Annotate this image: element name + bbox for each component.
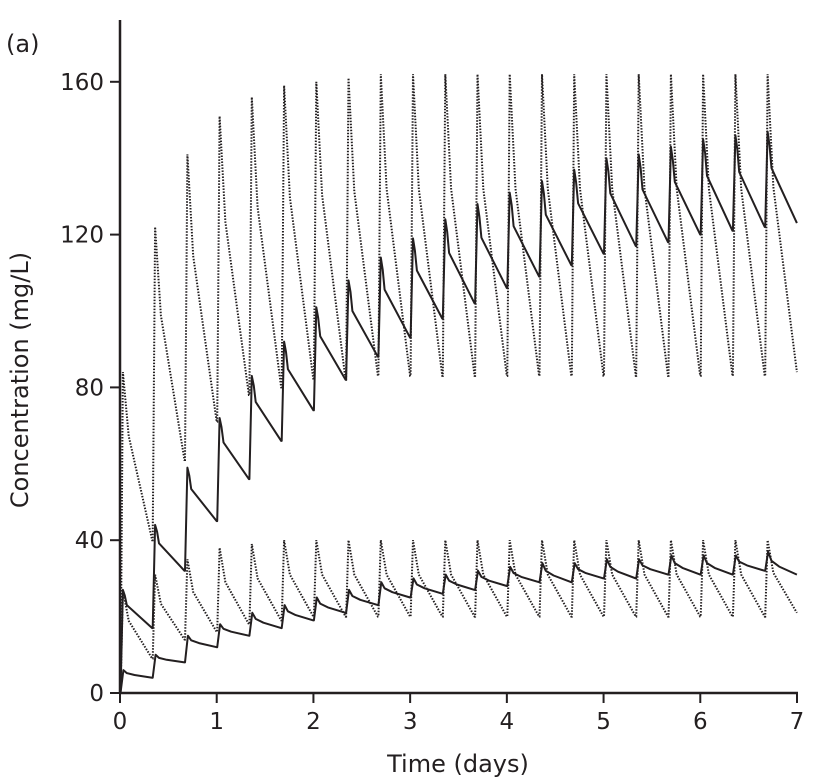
series-upper-solid	[119, 130, 798, 694]
series-layer	[119, 74, 798, 694]
x-tick-label: 4	[500, 709, 515, 735]
series-upper-dotted	[119, 74, 798, 694]
x-tick-label: 6	[693, 709, 708, 735]
panel-label: (a)	[6, 30, 39, 58]
y-tick-label: 80	[75, 375, 104, 401]
x-tick-label: 3	[403, 709, 418, 735]
x-tick-label: 7	[790, 709, 805, 735]
y-tick-label: 0	[89, 681, 104, 707]
y-axis-title: Concentration (mg/L)	[6, 252, 34, 508]
y-tick-label: 40	[75, 528, 104, 554]
ticks: 0 1 2 3 4 5 6 7 0 40 80 120 160	[60, 70, 804, 735]
x-tick-label: 1	[209, 709, 224, 735]
y-tick-label: 120	[60, 223, 104, 249]
x-tick-label: 2	[306, 709, 321, 735]
x-axis-title: Time (days)	[386, 750, 529, 778]
y-tick-label: 160	[60, 70, 104, 96]
x-tick-label: 5	[596, 709, 611, 735]
x-tick-label: 0	[113, 709, 128, 735]
series-lower-dotted	[119, 540, 798, 694]
series-lower-solid	[119, 550, 798, 694]
